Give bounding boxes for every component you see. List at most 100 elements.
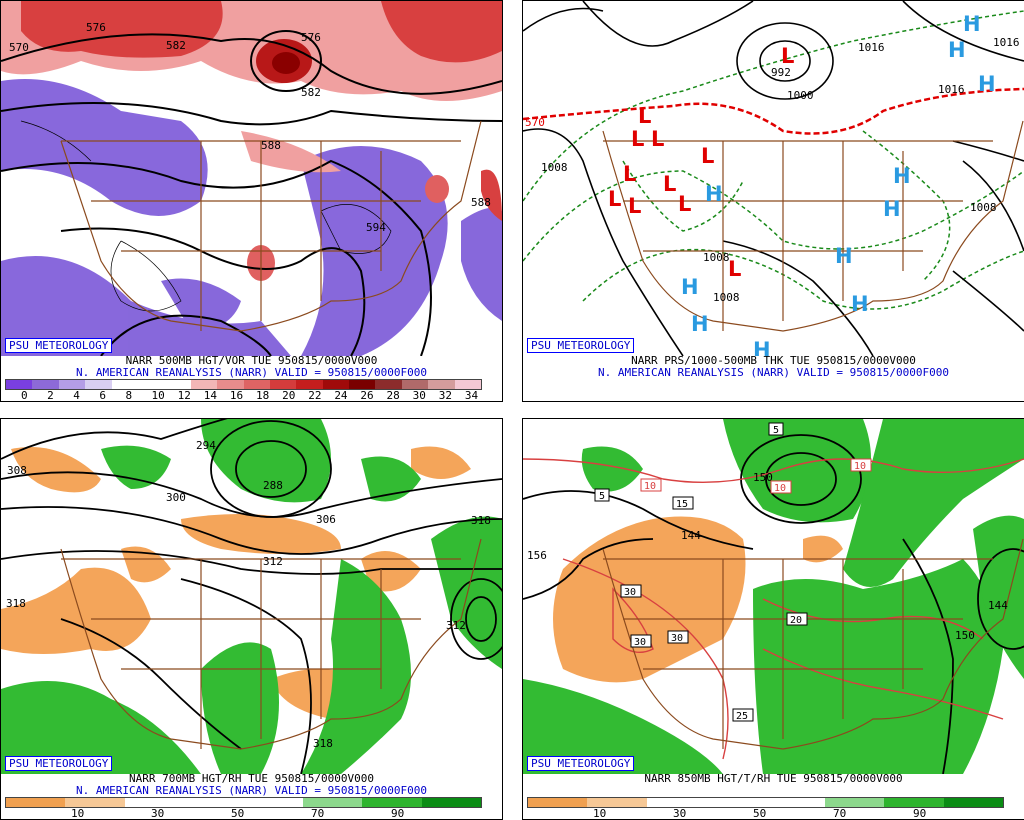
colorbar-swatch xyxy=(884,798,944,807)
low-pressure-symbol: L xyxy=(623,162,636,186)
psu-meteorology-badge: PSU METEOROLOGY xyxy=(527,756,635,771)
colorbar-swatch xyxy=(765,798,825,807)
isobar-label: 1016 xyxy=(858,41,885,54)
high-pressure-symbol: H xyxy=(893,164,911,188)
colorbar-tick-label: 10 xyxy=(151,389,165,402)
colorbar-tick-label: 30 xyxy=(412,389,426,402)
thickness-label: 570 xyxy=(525,116,545,129)
high-pressure-symbol: H xyxy=(948,38,966,62)
low-pressure-symbol: L xyxy=(631,127,644,151)
colorbar-tick-label: 24 xyxy=(334,389,348,402)
temp-box: 10 xyxy=(850,458,872,472)
map-valid-line: N. AMERICAN REANALYSIS (NARR) VALID = 95… xyxy=(76,366,427,379)
contour-label: 306 xyxy=(316,513,336,526)
contour-label: 294 xyxy=(196,439,216,452)
psu-meteorology-badge: PSU METEOROLOGY xyxy=(527,338,635,353)
isobar-label: 1008 xyxy=(970,201,997,214)
contour-label: 156 xyxy=(527,549,547,562)
temp-value: 5 xyxy=(599,491,605,502)
isobar-label: 1008 xyxy=(541,161,568,174)
colorbar-swatch xyxy=(421,798,481,807)
map-title: NARR PRS/1000-500MB THK TUE 950815/0000V… xyxy=(631,354,916,367)
contour-label: 144 xyxy=(681,529,701,542)
colorbar-swatch xyxy=(124,798,185,807)
map-title: NARR 500MB HGT/VOR TUE 950815/0000V000 xyxy=(125,354,378,367)
contour-label: 300 xyxy=(166,491,186,504)
low-pressure-symbol: L xyxy=(663,172,676,196)
contour-value-labels: 294 288 300 306 312 318 318 312 308 318 xyxy=(6,439,491,750)
contour-label: 312 xyxy=(446,619,466,632)
colorbar-tick-label: 2 xyxy=(47,389,54,402)
colorbar-swatch xyxy=(217,380,244,389)
colorbar-swatch xyxy=(349,380,376,389)
low-pressure-symbol: L xyxy=(728,257,741,281)
colorbar-swatch xyxy=(6,380,33,389)
high-pressure-symbol: H xyxy=(978,72,996,96)
rh-colorbar xyxy=(527,797,1004,808)
panel-850mb-t-rh: 156 144 150 144 150 5 10 15 10 10 5 30 3… xyxy=(522,418,1024,820)
colorbar-tick-label: 18 xyxy=(255,389,270,402)
contour-label: 318 xyxy=(6,597,26,610)
colorbar-swatch xyxy=(243,380,270,389)
contour-label: 312 xyxy=(263,555,283,568)
temp-box: 10 xyxy=(770,480,792,494)
state-borders xyxy=(60,120,482,332)
rh-colorbar-ticks: 10 30 50 70 90 xyxy=(593,808,993,820)
isobar-label: 992 xyxy=(771,66,791,79)
state-borders xyxy=(602,120,1024,332)
colorbar-swatch xyxy=(375,380,402,389)
colorbar-tick-label: 32 xyxy=(438,389,452,402)
colorbar-tick-label: 8 xyxy=(125,389,133,402)
low-pressure-symbol: L xyxy=(701,144,714,168)
colorbar-tick-label: 10 xyxy=(593,807,607,820)
temp-box: 30 xyxy=(620,584,642,598)
colorbar-swatch xyxy=(362,798,422,807)
temp-box: 5 xyxy=(768,422,784,436)
colorbar-tick-label: 0 xyxy=(21,389,28,402)
colorbar-swatch xyxy=(322,380,350,389)
isobar-label: 1000 xyxy=(787,89,814,102)
colorbar-swatch xyxy=(137,380,165,389)
isobar-label: 1016 xyxy=(938,83,965,96)
panel-500mb-vorticity: 570 576 582 576 582 588 594 588 PSU METE… xyxy=(0,0,503,402)
state-borders xyxy=(60,538,482,750)
psu-meteorology-badge: PSU METEOROLOGY xyxy=(5,756,113,771)
colorbar-swatch xyxy=(943,798,1003,807)
panel-700mb-rh: 294 288 300 306 312 318 318 312 308 318 … xyxy=(0,418,503,820)
temp-value: 30 xyxy=(634,637,646,648)
colorbar-tick-label: 50 xyxy=(753,807,767,820)
high-pressure-symbol: H xyxy=(681,275,699,299)
psu-meteorology-badge: PSU METEOROLOGY xyxy=(5,338,113,353)
contour-label: 318 xyxy=(313,737,333,750)
temp-value: 10 xyxy=(644,481,656,492)
colorbar-tick-label: 12 xyxy=(177,389,191,402)
colorbar-tick-label: 34 xyxy=(464,389,479,402)
vort-red-areas xyxy=(1,1,502,281)
temp-box: 30 xyxy=(667,630,689,644)
colorbar-tick-label: 16 xyxy=(229,389,244,402)
map-valid-line: N. AMERICAN REANALYSIS (NARR) VALID = 95… xyxy=(598,366,949,379)
map-title: NARR 700MB HGT/RH TUE 950815/0000V000 xyxy=(128,772,375,785)
colorbar-tick-label: 6 xyxy=(99,389,106,402)
colorbar-swatch xyxy=(528,798,588,807)
vorticity-colorbar-ticks: 0 2 4 6 8 10 12 14 16 18 20 22 24 26 28 30 32 34 xyxy=(21,390,491,402)
low-pressure-symbol: L xyxy=(651,127,664,151)
colorbar-tick-label: 30 xyxy=(673,807,687,820)
colorbar-swatch xyxy=(302,798,363,807)
temp-value: 25 xyxy=(736,711,748,722)
rh-colorbar xyxy=(5,797,482,808)
low-pressure-symbol: L xyxy=(608,187,621,211)
colorbar-swatch xyxy=(646,798,707,807)
map-pressure-thickness: 1008 1016 1016 992 1000 1016 1008 1008 1… xyxy=(523,1,1024,356)
temp-value: 30 xyxy=(671,633,683,644)
temp-value: 10 xyxy=(774,483,786,494)
contour-label: 582 xyxy=(301,86,321,99)
low-pressure-symbol: L xyxy=(678,192,691,216)
temp-box: 5 xyxy=(594,488,610,502)
isobars xyxy=(523,1,1024,356)
temp-value: 20 xyxy=(790,615,802,626)
colorbar-swatch xyxy=(111,380,138,389)
temp-box: 20 xyxy=(786,612,808,626)
colorbar-swatch xyxy=(296,380,323,389)
height-contours xyxy=(523,434,1024,774)
